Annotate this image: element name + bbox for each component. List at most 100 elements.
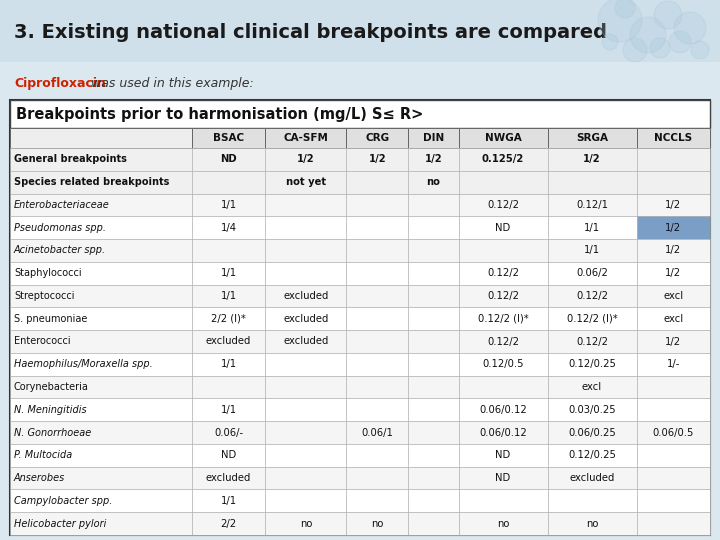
Text: excluded: excluded [570,473,615,483]
Bar [408,376,459,399]
Bar [636,467,710,489]
Text: ND: ND [495,222,510,233]
Text: 1/2: 1/2 [665,268,681,278]
Text: 1/1: 1/1 [584,246,600,255]
Bar [0,0,720,62]
Bar [548,467,636,489]
Text: no: no [586,518,598,529]
Bar [548,148,636,171]
Bar [10,128,192,148]
Text: DIN: DIN [423,133,444,143]
Bar [10,193,192,217]
Bar [10,100,710,128]
Bar [10,217,192,239]
Bar [10,171,192,193]
Bar [548,421,636,444]
Bar [346,239,408,262]
Bar [408,444,459,467]
Bar [10,285,192,307]
Text: Campylobacter spp.: Campylobacter spp. [14,496,112,506]
Bar [10,353,192,376]
Text: not yet: not yet [286,177,326,187]
Bar [548,376,636,399]
Bar [192,148,265,171]
Text: 0.12/0.5: 0.12/0.5 [482,359,524,369]
Bar [265,467,346,489]
Bar [10,467,192,489]
Text: excl: excl [663,291,683,301]
Text: 0.06/1: 0.06/1 [361,428,393,437]
Text: Enterococci: Enterococci [14,336,71,347]
Bar [636,376,710,399]
Bar [636,307,710,330]
Bar [459,444,548,467]
Text: no: no [372,518,384,529]
Bar [636,353,710,376]
Bar [636,171,710,193]
Bar [265,217,346,239]
Text: excluded: excluded [206,473,251,483]
Bar [459,399,548,421]
Bar [346,376,408,399]
Bar [636,193,710,217]
Text: Ciprofloxacin: Ciprofloxacin [14,78,106,91]
Bar [636,444,710,467]
Circle shape [674,12,706,44]
Text: 1/2: 1/2 [665,336,681,347]
Bar [408,285,459,307]
Bar [192,171,265,193]
Text: 1/2: 1/2 [369,154,386,164]
Text: no: no [497,518,509,529]
Text: excl: excl [582,382,602,392]
Text: S. pneumoniae: S. pneumoniae [14,314,87,324]
Bar [192,239,265,262]
Bar [408,512,459,535]
Text: SRGA: SRGA [576,133,608,143]
Bar [636,262,710,285]
Text: 1/-: 1/- [667,359,680,369]
Bar [408,262,459,285]
Text: was used in this example:: was used in this example: [87,78,253,91]
Text: 1/1: 1/1 [220,359,237,369]
Bar [548,489,636,512]
Text: BSAC: BSAC [213,133,244,143]
Bar [636,285,710,307]
Bar [265,307,346,330]
Bar [459,330,548,353]
Bar [265,421,346,444]
Bar [10,330,192,353]
Bar [548,128,636,148]
Bar [459,128,548,148]
Text: Haemophilus/Moraxella spp.: Haemophilus/Moraxella spp. [14,359,153,369]
Bar [192,421,265,444]
Text: 1/1: 1/1 [220,291,237,301]
Text: 1/1: 1/1 [584,222,600,233]
Text: ND: ND [495,450,510,460]
Text: 1/2: 1/2 [583,154,601,164]
Bar [265,128,346,148]
Bar [346,285,408,307]
Text: Anserobes: Anserobes [14,473,66,483]
Bar [459,421,548,444]
Bar [346,444,408,467]
Bar [548,171,636,193]
Text: 1/1: 1/1 [220,496,237,506]
Text: 2/2: 2/2 [220,518,237,529]
Bar [265,489,346,512]
Bar [10,239,192,262]
Circle shape [691,41,709,59]
Bar [548,399,636,421]
Bar [459,376,548,399]
Bar [346,399,408,421]
Bar [265,353,346,376]
Bar [192,444,265,467]
Text: excluded: excluded [283,291,328,301]
Bar [636,239,710,262]
Text: 1/1: 1/1 [220,200,237,210]
Text: 1/4: 1/4 [220,222,236,233]
Bar [346,489,408,512]
Text: ND: ND [495,473,510,483]
Text: excluded: excluded [283,336,328,347]
Text: 1/1: 1/1 [220,268,237,278]
Bar [459,307,548,330]
